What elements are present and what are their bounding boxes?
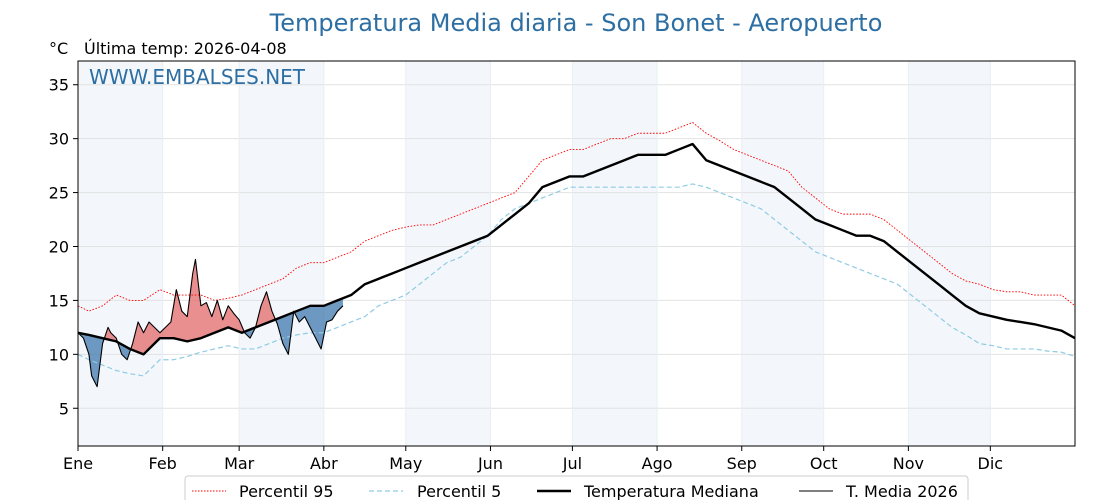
x-tick-label: May <box>389 454 422 473</box>
anomaly-cold <box>117 342 131 360</box>
anomaly-cold <box>275 312 294 355</box>
month-band <box>908 61 991 446</box>
legend-p95-label: Percentil 95 <box>239 482 334 500</box>
x-tick-label: Oct <box>810 454 838 473</box>
grid-lines <box>77 61 1075 446</box>
legend-frame <box>184 475 969 500</box>
month-bands <box>78 61 991 446</box>
anomaly-warm <box>255 291 276 328</box>
y-tick-label: 5 <box>59 399 69 418</box>
anomaly-cold <box>78 332 105 387</box>
month-band <box>405 61 491 446</box>
series-line-1 <box>77 183 1076 377</box>
anomaly-fills <box>78 259 343 387</box>
y-tick-label: 15 <box>49 291 69 310</box>
y-tick-label: 25 <box>49 184 69 203</box>
plot-frame <box>77 60 1076 447</box>
x-tick-label: Sep <box>727 454 757 473</box>
y-tick-label: 10 <box>49 345 69 364</box>
x-tick-label: Ago <box>642 454 673 473</box>
anomaly-cold <box>294 298 343 349</box>
month-band <box>572 61 658 446</box>
unit-label: °C <box>49 39 68 58</box>
x-tick-label: Abr <box>310 454 338 473</box>
month-band <box>78 61 163 446</box>
legend-p5-label: Percentil 5 <box>417 482 501 500</box>
y-axis-ticks: 5 10 15 20 25 30 35 <box>49 76 78 418</box>
series-line-0 <box>77 122 1076 312</box>
anomaly-cold <box>244 327 256 339</box>
y-tick-label: 20 <box>49 237 69 256</box>
x-tick-label: Dic <box>978 454 1004 473</box>
chart-title: Temperatura Media diaria - Son Bonet - A… <box>269 9 883 37</box>
y-tick-label: 35 <box>49 76 69 95</box>
x-tick-label: Feb <box>149 454 177 473</box>
legend-median-label: Temperatura Mediana <box>583 482 759 500</box>
anomaly-warm <box>130 259 245 355</box>
legend-2026-label: T. Media 2026 <box>845 482 958 500</box>
x-tick-label: Ene <box>63 454 93 473</box>
y-tick-label: 30 <box>49 130 69 149</box>
series-line-3 <box>77 258 344 388</box>
x-axis-ticks: Ene Feb Mar Abr May Jun Jul Ago Sep Oct Nov Dic <box>63 446 1003 473</box>
last-temp-label: Última temp: 2026-04-08 <box>84 39 287 58</box>
series-lines <box>77 122 1076 388</box>
watermark: WWW.EMBALSES.NET <box>89 65 306 89</box>
month-band <box>741 61 824 446</box>
x-tick-label: Mar <box>224 454 255 473</box>
x-tick-label: Jul <box>562 454 582 473</box>
legend: Percentil 95 Percentil 5 Temperatura Med… <box>184 475 969 500</box>
x-tick-label: Nov <box>893 454 924 473</box>
x-tick-label: Jun <box>477 454 503 473</box>
month-band <box>239 61 324 446</box>
